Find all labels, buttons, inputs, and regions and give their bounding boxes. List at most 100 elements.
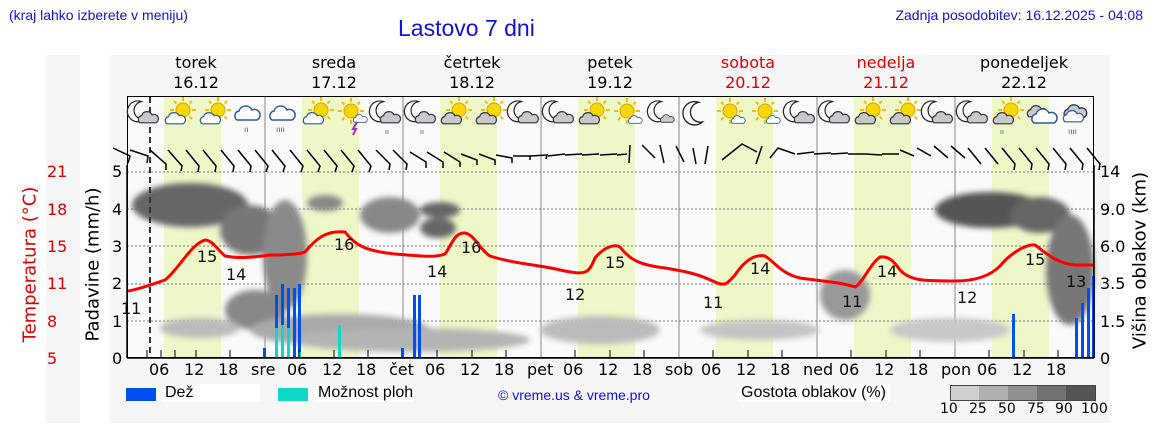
temperature-line (127, 230, 1094, 293)
svg-text:ıı: ıı (385, 128, 389, 136)
x-tick: pon (941, 360, 972, 379)
day-header: sobota 20.12 (720, 53, 776, 92)
density-tick: 75 (1027, 401, 1045, 417)
precip-tick: 3 (112, 237, 123, 256)
svg-text:16: 16 (334, 235, 354, 254)
x-tick: 06 (701, 360, 722, 379)
location-hint[interactable]: (kraj lahko izberete v meniju) (9, 7, 188, 23)
cloud-height-tick: 3.5 (1100, 274, 1126, 293)
density-tick: 25 (969, 401, 987, 417)
temp-tick: 15 (47, 237, 68, 256)
cloud-height-tick: 14 (1100, 162, 1121, 181)
x-tick: 12 (322, 360, 343, 379)
x-tick: 18 (770, 360, 791, 379)
density-swatch (1008, 385, 1037, 401)
x-tick: 06 (425, 360, 446, 379)
cloud-density (132, 183, 1094, 352)
svg-text:11: 11 (121, 299, 141, 318)
x-tick: 12 (1012, 360, 1033, 379)
svg-text:ıı: ıı (244, 125, 248, 134)
x-tick: 06 (563, 360, 584, 379)
svg-text:14: 14 (877, 262, 897, 281)
temp-tick: 18 (47, 200, 68, 219)
precip-tick: 4 (112, 200, 123, 219)
svg-text:ıı: ıı (420, 128, 424, 136)
temperature-axis-label: Temperatura (°C) (19, 186, 41, 343)
svg-text:11: 11 (703, 293, 723, 312)
cloud-height-tick: 0 (1100, 349, 1111, 368)
svg-text:ıı: ıı (1000, 128, 1004, 136)
x-tick: 18 (908, 360, 929, 379)
density-swatch (1066, 385, 1096, 401)
page-title: Lastovo 7 dni (398, 15, 535, 41)
svg-text:14: 14 (226, 265, 246, 284)
svg-text:15: 15 (1025, 250, 1045, 269)
svg-text:15: 15 (197, 247, 217, 266)
x-tick: 18 (632, 360, 653, 379)
day-header: petek 19.12 (587, 53, 633, 92)
precip-tick: 2 (112, 274, 123, 293)
temp-tick: 5 (47, 349, 58, 368)
x-tick: pet (527, 360, 554, 379)
temperature-axis-panel (46, 55, 80, 423)
svg-text:14: 14 (427, 262, 447, 281)
precip-tick: 0 (112, 349, 123, 368)
x-tick: sre (251, 360, 276, 379)
svg-text:ıııı: ıııı (1068, 127, 1077, 136)
x-tick: 12 (460, 360, 481, 379)
x-tick: sob (665, 360, 694, 379)
rain-bars (263, 276, 1095, 358)
svg-text:13: 13 (1066, 272, 1086, 291)
cloud-height-tick: 1.5 (1100, 312, 1126, 331)
x-tick: 06 (839, 360, 860, 379)
x-tick: čet (389, 360, 414, 379)
x-tick: 18 (218, 360, 239, 379)
day-header: četrtek 18.12 (443, 53, 501, 92)
weather-icons: ıı ıııı ıı ıı ıı ıııı (126, 96, 1088, 136)
x-tick: 18 (356, 360, 377, 379)
svg-text:11: 11 (842, 292, 862, 311)
day-header: ponedeljek 22.12 (980, 53, 1068, 92)
x-tick: 06 (149, 360, 170, 379)
cloud-height-axis-label: Višina oblakov (km) (1129, 171, 1151, 350)
svg-text:12: 12 (957, 288, 977, 307)
density-swatch (950, 385, 980, 401)
svg-text:14: 14 (750, 259, 770, 278)
last-updated: Zadnja posodobitev: 16.12.2025 - 04:08 (895, 7, 1143, 23)
x-tick: 18 (1046, 360, 1067, 379)
temp-tick: 11 (47, 274, 68, 293)
copyright-link[interactable]: © vreme.us & vreme.pro (498, 387, 650, 403)
x-tick: 18 (494, 360, 515, 379)
svg-text:16: 16 (461, 238, 481, 257)
density-tick: 50 (998, 401, 1016, 417)
x-tick: ned (803, 360, 834, 379)
density-tick: 100 (1081, 401, 1108, 417)
x-tick: 06 (287, 360, 308, 379)
wind-barbs (112, 143, 1101, 173)
x-tick: 12 (184, 360, 205, 379)
day-header: torek 16.12 (173, 53, 219, 92)
rain-legend-swatch (126, 388, 156, 401)
precip-tick: 5 (112, 162, 123, 181)
daylight-bands (164, 97, 1049, 357)
svg-text:ıııı: ıııı (276, 125, 285, 134)
day-header: nedelja 21.12 (856, 53, 916, 92)
svg-text:15: 15 (605, 253, 625, 272)
density-tick: 90 (1055, 401, 1073, 417)
showers-legend-swatch (278, 388, 308, 401)
x-tick: 12 (598, 360, 619, 379)
cloud-density-legend-label: Gostota oblakov (%) (737, 384, 890, 402)
temp-tick: 8 (47, 312, 58, 331)
precip-axis-label: Padavine (mm/h) (82, 187, 104, 342)
x-tick: 12 (874, 360, 895, 379)
x-tick: 06 (977, 360, 998, 379)
rain-legend-label: Dež (161, 384, 260, 402)
density-tick: 10 (940, 401, 958, 417)
density-swatch (979, 385, 1008, 401)
precip-tick: 1 (112, 312, 123, 331)
svg-text:12: 12 (565, 285, 585, 304)
showers-legend-label: Možnost ploh (314, 384, 414, 402)
temp-tick: 21 (47, 162, 68, 181)
density-swatch (1037, 385, 1066, 401)
